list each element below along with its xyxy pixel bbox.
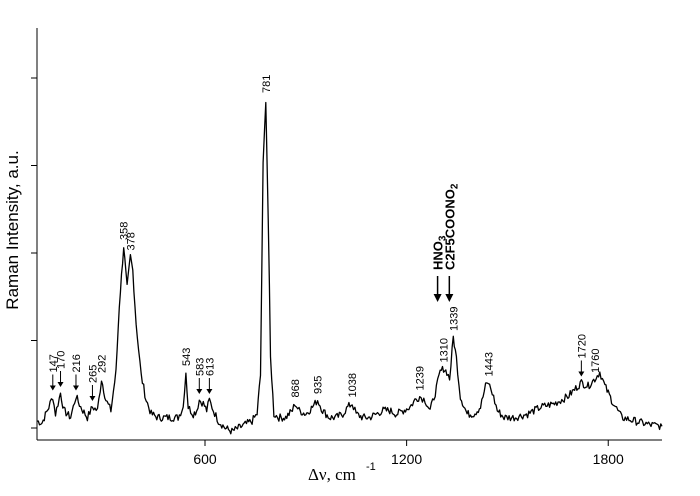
peak-annotation-781: 781	[261, 75, 273, 93]
x-tick-label-0: 600	[193, 451, 217, 467]
peak-label: 216	[71, 354, 83, 372]
peak-annotation-1720: 1720	[576, 334, 588, 377]
x-tick-label-1: 1200	[391, 451, 422, 467]
x-axis-ticks: 600 1200 1800	[193, 440, 624, 467]
species-arrow-head	[445, 294, 454, 302]
peak-label: 583	[194, 358, 206, 376]
peak-annotation-1239: 1239	[415, 366, 427, 390]
peak-label: 265	[87, 365, 99, 383]
x-axis-title-superscript: -1	[366, 461, 376, 473]
peak-label: 781	[261, 75, 273, 93]
peak-annotation-543: 543	[181, 348, 193, 366]
peak-annotation-1038: 1038	[347, 373, 359, 397]
peak-annotation-147: 147	[48, 354, 60, 391]
peak-label: 1443	[483, 352, 495, 376]
peak-annotation-935: 935	[313, 376, 325, 394]
peak-label: 1720	[576, 334, 588, 358]
x-axis-title: Δν, cm	[308, 465, 356, 484]
y-axis-title: Raman Intensity, a.u.	[3, 150, 22, 309]
peak-label: 1310	[439, 338, 451, 362]
peak-annotation-292: 292	[97, 355, 109, 373]
peak-annotation-613: 613	[204, 358, 216, 394]
x-tick-label-2: 1800	[593, 451, 624, 467]
peak-label: 147	[48, 354, 60, 372]
species-arrow-head	[433, 294, 442, 302]
peak-label: 292	[97, 355, 109, 373]
peak-label: 543	[181, 348, 193, 366]
peak-annotation-265: 265	[87, 365, 99, 401]
peak-label: 1339	[448, 307, 460, 331]
peak-annotation-583: 583	[194, 358, 206, 394]
spectrum-series-line	[36, 101, 663, 435]
peak-label: 1038	[347, 373, 359, 397]
peak-annotation-1310: 1310	[439, 338, 451, 362]
peak-arrow-head	[57, 382, 64, 387]
peak-annotation-868: 868	[290, 379, 302, 397]
peak-label: 1239	[415, 366, 427, 390]
peak-annotation-358: 358	[119, 222, 131, 240]
peak-arrow-head	[49, 385, 56, 391]
peak-label: 358	[119, 222, 131, 240]
peak-annotation-1339: 1339	[448, 307, 460, 331]
peak-annotation-378: 378	[125, 232, 137, 250]
species-name: C2F5COONO2	[442, 183, 460, 270]
peak-annotation-170: 170	[56, 351, 68, 387]
y-axis-ticks	[31, 77, 37, 429]
peak-arrow-head	[196, 389, 203, 394]
peak-label: 868	[290, 379, 302, 397]
peak-annotation-216: 216	[71, 354, 83, 391]
peak-arrow-head	[89, 396, 96, 401]
peak-annotation-1760: 1760	[590, 349, 602, 373]
peak-arrow-head	[72, 385, 79, 391]
peak-annotation-1443: 1443	[483, 352, 495, 376]
species-name: HNO3	[431, 235, 449, 270]
peak-label: 613	[204, 358, 216, 376]
species-label-0: HNO3	[431, 235, 449, 302]
peak-label: 1760	[590, 349, 602, 373]
peak-arrow-head	[206, 389, 213, 394]
peak-label: 378	[125, 232, 137, 250]
species-label-1: C2F5COONO2	[442, 183, 460, 302]
peak-arrow-head	[578, 371, 585, 377]
peak-label: 935	[313, 376, 325, 394]
peak-label: 170	[56, 351, 68, 369]
